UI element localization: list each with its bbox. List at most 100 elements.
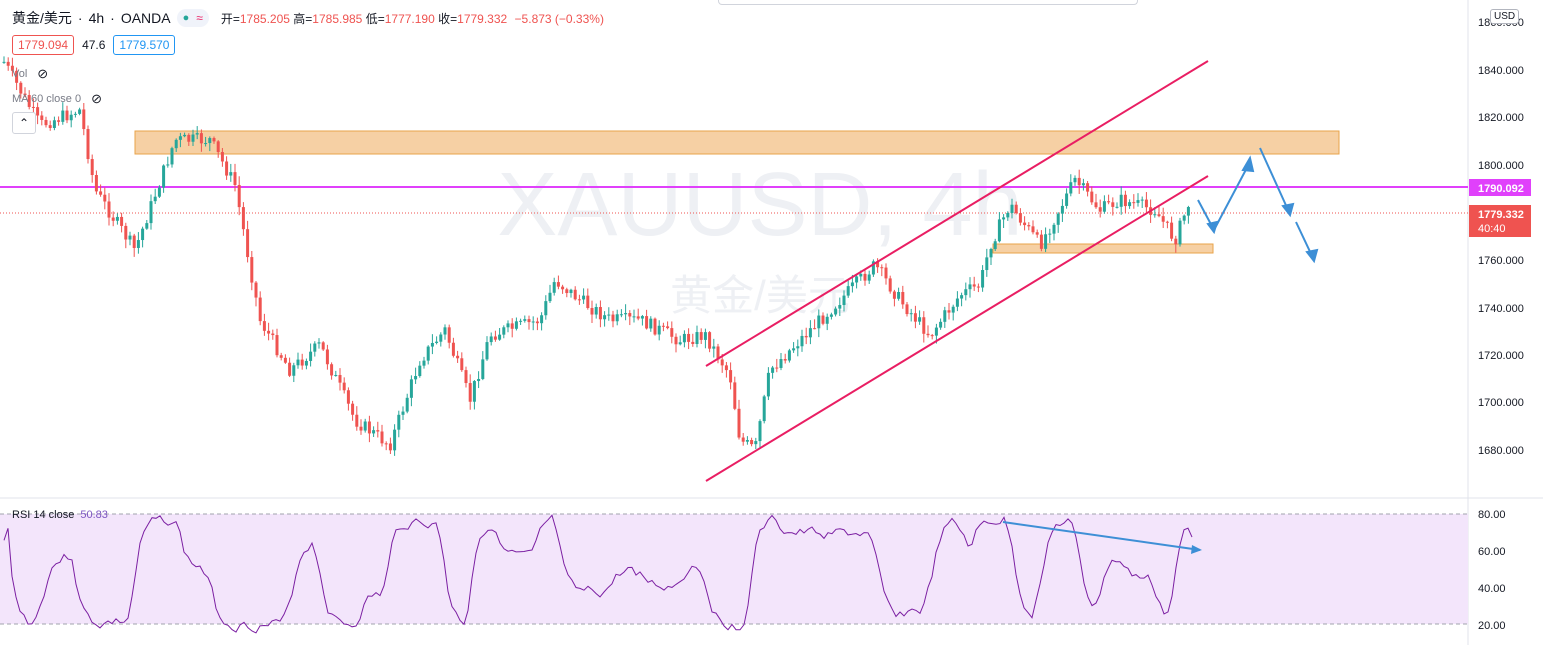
candle-body xyxy=(246,229,250,258)
candle-body xyxy=(880,267,884,269)
candle-body xyxy=(506,323,510,328)
symbol-name[interactable]: 黄金/美元 xyxy=(12,10,72,26)
candle-body xyxy=(859,273,863,277)
candle-body xyxy=(922,317,926,334)
candle-body xyxy=(61,110,65,122)
collapse-legend-button[interactable]: ⌃ xyxy=(12,112,36,134)
channel-lower-line[interactable] xyxy=(705,175,1209,482)
buy-price-button[interactable]: 1779.570 xyxy=(113,35,176,55)
rsi-tick: 40.00 xyxy=(1478,583,1506,595)
candle-body xyxy=(548,292,552,302)
candle-body xyxy=(279,355,283,358)
projection-arrow-down-1[interactable] xyxy=(1259,147,1290,213)
low-label: 低= xyxy=(365,11,385,26)
candle-body xyxy=(120,216,124,226)
market-status-badge[interactable]: ● ≈ xyxy=(176,9,209,27)
bid-ask-row[interactable]: 1779.094 47.6 1779.570 xyxy=(12,35,176,55)
candle-body xyxy=(393,429,397,451)
ma-label: MA 60 close 0 xyxy=(12,93,82,105)
sell-price-button[interactable]: 1779.094 xyxy=(12,35,75,55)
candle-body xyxy=(682,333,686,343)
candle-body xyxy=(926,333,930,336)
candle-body xyxy=(603,315,607,320)
candle-body xyxy=(569,289,573,294)
price-tick: 1740.000 xyxy=(1478,303,1524,315)
resistance-zone[interactable] xyxy=(134,130,1340,155)
candle-body xyxy=(1086,183,1090,192)
candle-body xyxy=(2,61,6,63)
candle-body xyxy=(36,107,40,116)
candle-body xyxy=(351,403,355,415)
candle-body xyxy=(1165,221,1169,223)
main-pane[interactable] xyxy=(0,0,1468,498)
separator-dot: · xyxy=(77,10,83,26)
price-tick: 1820.000 xyxy=(1478,112,1524,124)
candle-body xyxy=(897,292,901,299)
rsi-legend[interactable]: RSI 14 close 50.83 xyxy=(12,509,108,521)
candle-body xyxy=(380,431,384,444)
price-tick: 1840.000 xyxy=(1478,65,1524,77)
candle-body xyxy=(645,316,649,329)
support-zone[interactable] xyxy=(992,243,1214,254)
candle-body xyxy=(523,319,527,321)
candle-body xyxy=(183,134,187,137)
candle-body xyxy=(90,159,94,176)
candle-body xyxy=(934,327,938,336)
candle-body xyxy=(460,358,464,371)
candle-body xyxy=(262,321,266,331)
candle-body xyxy=(313,343,317,352)
eye-hidden-icon[interactable]: ⊘ xyxy=(91,91,102,106)
price-axis[interactable]: 1860.000 1840.000 1820.000 1800.000 1760… xyxy=(1478,17,1524,457)
vol-indicator-legend[interactable]: Vol ⊘ xyxy=(12,66,48,82)
candle-body xyxy=(220,152,224,162)
candle-body xyxy=(1123,194,1127,207)
candle-body xyxy=(729,370,733,383)
candle-body xyxy=(762,396,766,422)
channel-upper-line[interactable] xyxy=(705,60,1209,367)
candle-body xyxy=(1060,205,1064,214)
candle-body xyxy=(527,319,531,323)
rsi-axis[interactable]: 80.00 60.00 40.00 20.00 xyxy=(1478,509,1506,632)
candle-body xyxy=(86,129,90,160)
candle-body xyxy=(607,314,611,316)
candle-body xyxy=(632,316,636,318)
candle-body xyxy=(1102,201,1106,212)
candle-body xyxy=(107,201,111,218)
candle-body xyxy=(52,120,56,128)
candle-body xyxy=(342,382,346,391)
top-toolbar-edge[interactable] xyxy=(718,0,1138,5)
candle-body xyxy=(804,335,808,338)
candle-body xyxy=(149,201,153,224)
candle-body xyxy=(867,274,871,281)
candle-body xyxy=(325,349,329,365)
candle-body xyxy=(451,342,455,356)
candle-body xyxy=(174,139,178,149)
rsi-line[interactable] xyxy=(3,514,1193,634)
candle-body xyxy=(334,374,338,376)
candle-body xyxy=(792,348,796,351)
arrowhead-dip xyxy=(1206,220,1219,235)
candle-body xyxy=(477,378,481,382)
currency-button[interactable]: USD xyxy=(1490,9,1520,24)
projection-arrows[interactable] xyxy=(1197,147,1319,264)
candle-body xyxy=(321,342,325,350)
current-price-label: 1779.332 xyxy=(1478,209,1524,221)
candle-body xyxy=(1002,217,1006,220)
candle-body xyxy=(741,437,745,442)
candle-body xyxy=(821,315,825,324)
rsi-divergence-arrowhead xyxy=(1191,545,1202,554)
ma-indicator-legend[interactable]: MA 60 close 0 ⊘ xyxy=(12,91,102,107)
candle-body xyxy=(716,346,720,360)
rsi-divergence-arrow[interactable] xyxy=(1002,521,1201,551)
candle-body xyxy=(502,327,506,335)
candle-body xyxy=(586,295,590,309)
candlestick-series[interactable] xyxy=(2,56,1190,456)
candle-body xyxy=(901,292,905,305)
eye-hidden-icon[interactable]: ⊘ xyxy=(37,66,49,81)
candle-body xyxy=(1035,232,1039,235)
candle-body xyxy=(888,278,892,292)
candle-body xyxy=(78,109,82,114)
symbol-legend[interactable]: 黄金/美元 · 4h · OANDA ● ≈ 开=1785.205 高=1785… xyxy=(12,8,604,28)
interval[interactable]: 4h xyxy=(88,10,105,26)
